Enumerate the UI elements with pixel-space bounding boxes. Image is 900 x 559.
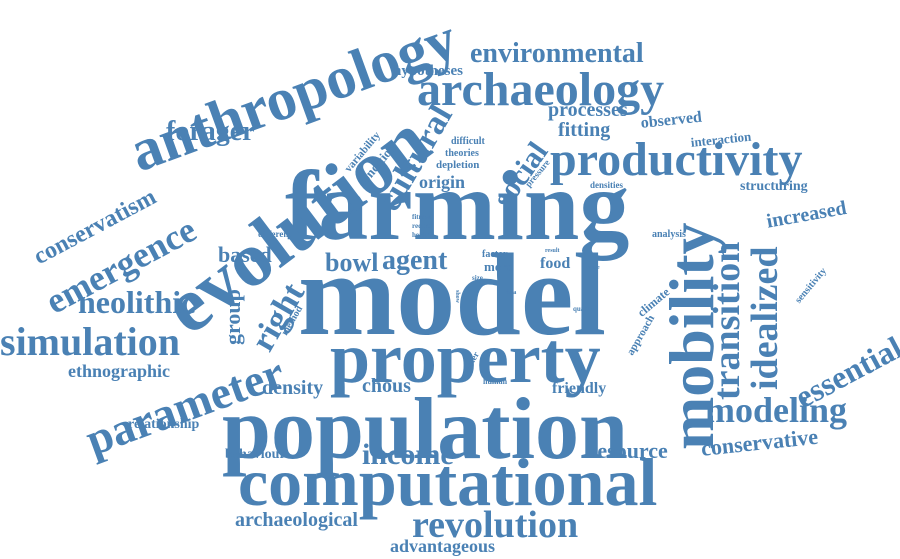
word-friendly: friendly: [552, 380, 607, 397]
word-data: data: [505, 290, 517, 296]
word-neolithic: neolithic: [78, 284, 196, 320]
word-structuring: structuring: [740, 179, 808, 194]
word-behaviour: behaviour: [225, 447, 286, 462]
word-computational: computational: [238, 444, 658, 520]
word-population: population: [222, 381, 628, 478]
word-resource: resource: [588, 438, 668, 463]
word-property: property: [330, 318, 601, 398]
word-increased: increased: [764, 196, 849, 233]
word-sensitivity: sensitivity: [790, 263, 830, 306]
word-productivity: productivity: [550, 133, 803, 186]
word-approach-text: approach: [624, 313, 658, 358]
word-processes: processes: [548, 99, 628, 121]
word-idealized: idealized: [744, 246, 786, 390]
word-origin: origin: [419, 172, 466, 192]
word-densities: densities: [590, 180, 624, 190]
word-fitness: fitness: [412, 213, 432, 221]
word-chous: chous: [362, 375, 411, 397]
word-modeling: modeling: [705, 390, 848, 430]
word-more: more: [484, 259, 513, 274]
word-health: health: [412, 231, 431, 239]
word-agent: agent: [382, 245, 448, 276]
word-revolution: revolution: [412, 504, 579, 546]
word-archaeology: archaeology: [417, 63, 665, 116]
word-different: different: [258, 229, 292, 239]
word-difficult: difficult: [451, 136, 485, 147]
word-bowl: bowl: [325, 248, 379, 277]
word-sensitivity-text: sensitivity: [793, 265, 829, 306]
word-archaeological: archaeological: [235, 509, 358, 531]
word-transition: transition: [706, 241, 748, 400]
word-analysis: analysis: [652, 229, 686, 240]
word-theories: theories: [445, 148, 479, 159]
word-human: human: [483, 377, 508, 386]
word-approach: approach: [622, 312, 658, 358]
word-relationship: relationship: [128, 417, 200, 432]
word-ethnographic: ethnographic: [68, 361, 171, 381]
word-hypotheses: hypotheses: [393, 63, 464, 79]
word-income: income: [362, 438, 454, 471]
word-show: show: [454, 290, 460, 304]
word-quality: quality: [573, 305, 595, 313]
word-based: based: [218, 242, 272, 267]
word-record: record: [412, 222, 432, 230]
word-farming: farming: [285, 150, 630, 261]
word-result: result: [545, 248, 560, 254]
word-depletion: depletion: [436, 159, 480, 171]
word-factor: factor: [482, 249, 508, 260]
word-value: value: [586, 265, 600, 271]
word-event: event: [470, 328, 484, 334]
word-increased-text: increased: [764, 196, 849, 233]
word-group: group: [220, 289, 245, 345]
word-advantageous: advantageous: [390, 536, 496, 556]
word-fitting: fitting: [558, 119, 611, 141]
word-food: food: [540, 255, 571, 272]
word-density: density: [262, 377, 324, 399]
word-observed: observed: [640, 109, 703, 132]
word-simulation: simulation: [0, 319, 181, 364]
word-size: size: [472, 274, 483, 282]
word-environmental: environmental: [470, 38, 644, 69]
word-model: model: [298, 229, 607, 360]
word-forager: forager: [166, 116, 255, 147]
